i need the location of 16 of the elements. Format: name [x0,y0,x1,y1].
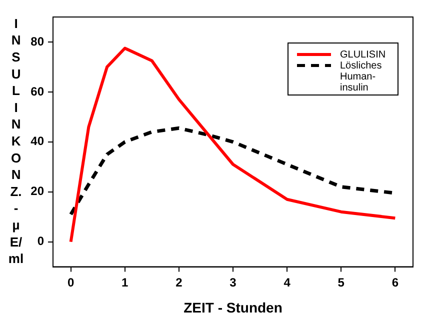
text: INSULINKONZ. - µE/ml [8,16,24,266]
y-tick-label: 60 [30,84,44,98]
y-tick-label: 0 [37,234,44,248]
x-tick-label: 0 [67,275,74,290]
x-axis-title: ZEIT - Stunden [184,299,282,316]
legend-label: GLULISIN [340,49,386,60]
x-tick-label: 4 [284,275,291,290]
x-tick-label: 2 [176,275,183,290]
x-tick-label: 6 [392,275,399,290]
y-tick-label: 40 [30,134,44,148]
y-tick-label: 20 [30,184,44,198]
x-tick-label: 3 [230,275,237,290]
x-tick-label: 5 [338,275,345,290]
x-tick-label: 1 [122,275,129,290]
y-tick-label: 80 [30,34,44,48]
legend-label: Lösliches Human-insulin [340,60,382,94]
